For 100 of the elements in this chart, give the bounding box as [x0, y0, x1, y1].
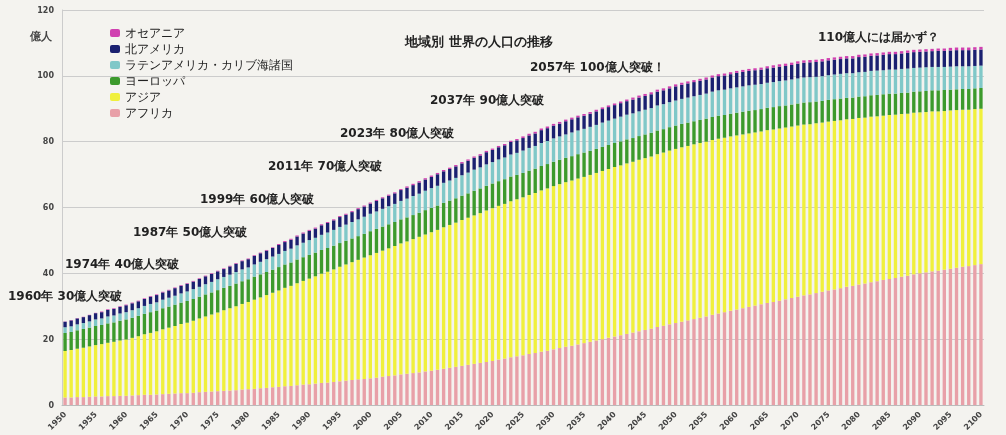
bar — [503, 179, 507, 204]
bar — [344, 380, 348, 405]
bar — [753, 110, 757, 133]
bar — [735, 135, 739, 310]
annotation: 2037年 90億人突破 — [430, 93, 546, 107]
bar — [783, 105, 788, 128]
legend-label: ラテンアメリカ・カリブ海諸国 — [125, 58, 293, 72]
bar — [283, 287, 287, 387]
bar — [216, 279, 220, 291]
bar — [612, 105, 617, 119]
bar — [63, 332, 67, 352]
bar — [399, 374, 403, 405]
bar — [759, 69, 763, 85]
bar — [619, 103, 623, 117]
bar — [948, 50, 953, 67]
bar — [167, 297, 171, 307]
bar — [454, 198, 458, 223]
bar — [338, 266, 342, 382]
bar — [826, 290, 830, 405]
bar — [142, 299, 147, 306]
bar — [747, 85, 751, 111]
bar — [258, 253, 263, 262]
bar — [332, 381, 336, 405]
bar — [930, 51, 934, 67]
bar — [588, 126, 592, 151]
bar — [875, 281, 879, 405]
bar — [386, 248, 391, 377]
bar — [912, 52, 916, 68]
bar — [228, 390, 232, 405]
bar — [344, 240, 348, 265]
bar — [234, 283, 238, 307]
bar — [527, 170, 531, 195]
bar — [338, 226, 342, 244]
bar — [906, 50, 910, 53]
bar — [136, 301, 140, 309]
bar — [362, 379, 366, 405]
bar — [576, 117, 580, 131]
bar — [240, 281, 244, 304]
bar — [631, 99, 635, 114]
bar — [344, 214, 348, 225]
legend-label: アフリカ — [125, 106, 173, 120]
legend-label: 北アメリカ — [125, 42, 185, 56]
bar — [234, 272, 238, 284]
bar — [808, 60, 812, 63]
bar — [332, 220, 336, 230]
bar — [619, 335, 623, 405]
bar — [930, 66, 934, 91]
bar — [759, 304, 763, 405]
bar — [686, 320, 690, 405]
bar — [863, 283, 867, 405]
bar — [637, 97, 641, 112]
bar — [631, 161, 635, 333]
bar — [179, 293, 183, 303]
bar — [142, 334, 147, 395]
bar — [405, 187, 409, 199]
bar — [93, 319, 98, 326]
bar — [820, 100, 824, 123]
bar — [826, 60, 830, 76]
bar — [307, 384, 311, 405]
bar — [338, 243, 342, 267]
bar — [545, 128, 550, 142]
bar — [509, 142, 513, 155]
bar — [228, 308, 232, 391]
bar — [643, 134, 647, 159]
bar — [228, 266, 232, 275]
bar — [521, 355, 525, 405]
bar — [594, 340, 598, 405]
bar — [692, 82, 696, 97]
bar — [423, 371, 427, 405]
bar — [808, 62, 812, 78]
bar — [539, 190, 543, 352]
bar — [63, 321, 67, 328]
bar — [246, 267, 250, 280]
bar — [356, 379, 360, 405]
bar — [875, 70, 879, 95]
bar — [912, 274, 916, 405]
bar — [118, 306, 122, 314]
bar — [857, 72, 861, 97]
bar — [515, 356, 519, 405]
bar — [973, 109, 977, 266]
bar — [472, 363, 476, 405]
bar — [728, 88, 733, 114]
annotation: 2023年 80億人突破 — [340, 126, 456, 140]
bar — [527, 147, 531, 171]
bar — [576, 154, 580, 179]
bar — [81, 328, 86, 348]
bar — [704, 141, 708, 317]
bar — [191, 289, 195, 300]
bar — [576, 130, 580, 155]
bar — [686, 83, 690, 98]
bar — [930, 48, 934, 52]
bar — [332, 229, 336, 246]
bar — [289, 262, 293, 286]
bar — [417, 182, 421, 194]
bar — [173, 304, 177, 326]
bar — [460, 175, 464, 196]
bar — [753, 70, 757, 85]
bar — [698, 119, 702, 143]
bar — [69, 350, 73, 398]
bar — [197, 392, 202, 405]
